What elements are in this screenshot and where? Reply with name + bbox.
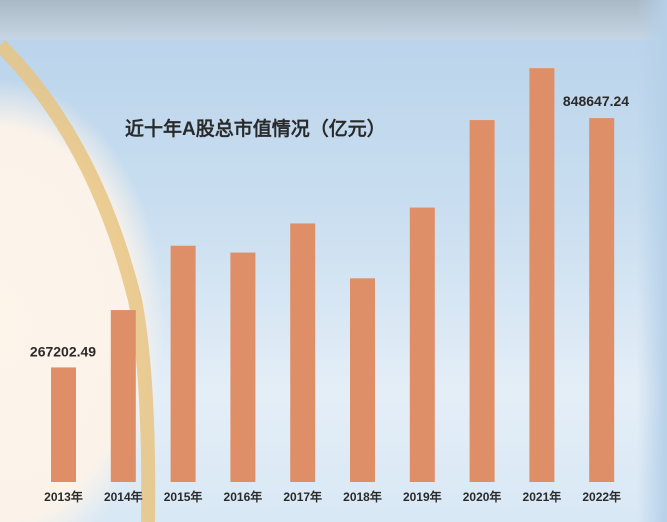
x-tick-label: 2017年 bbox=[283, 489, 322, 504]
bar-2015 bbox=[170, 245, 196, 482]
bar-2018 bbox=[350, 278, 375, 482]
bar-2013 bbox=[51, 367, 76, 482]
x-tick-label: 2015年 bbox=[164, 489, 203, 504]
bar-2019 bbox=[409, 207, 435, 482]
bar-2020 bbox=[469, 120, 495, 482]
bar-2014 bbox=[110, 310, 136, 482]
x-tick-label: 2016年 bbox=[224, 489, 263, 504]
x-tick-label: 2014年 bbox=[104, 489, 143, 504]
bar-2017 bbox=[290, 223, 316, 482]
x-tick-label: 2018年 bbox=[343, 489, 382, 504]
chart-title: 近十年A股总市值情况（亿元） bbox=[125, 117, 386, 140]
x-tick-label: 2021年 bbox=[523, 489, 562, 504]
data-label: 267202.49 bbox=[30, 343, 96, 359]
x-tick-label: 2013年 bbox=[44, 489, 83, 504]
data-label: 848647.24 bbox=[563, 93, 629, 109]
x-tick-label: 2020年 bbox=[463, 489, 502, 504]
background-right-edge bbox=[637, 0, 667, 522]
bar-2021 bbox=[529, 68, 555, 482]
bar-2022 bbox=[589, 118, 615, 482]
bar-2016 bbox=[230, 252, 256, 482]
x-tick-label: 2019年 bbox=[403, 489, 442, 504]
background-gold-arc bbox=[0, 40, 156, 522]
x-tick-label: 2022年 bbox=[582, 489, 621, 504]
